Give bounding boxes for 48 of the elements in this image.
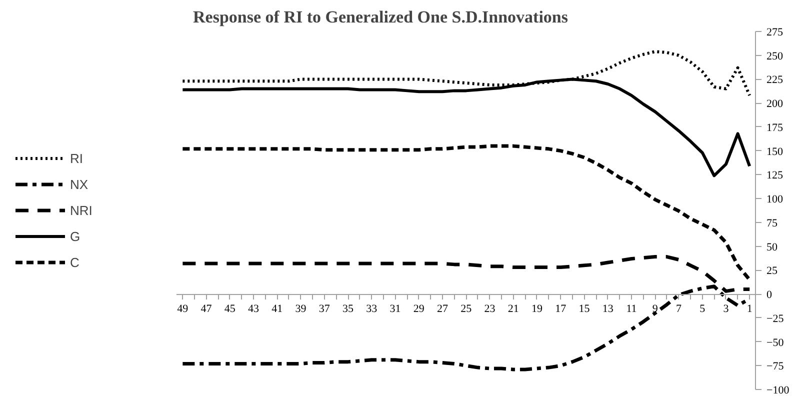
x-tick-label: 15 [578, 303, 590, 316]
x-tick-label: 9 [652, 303, 658, 316]
legend-label: NX [70, 176, 90, 192]
y-tick-label: 75 [766, 217, 778, 230]
y-tick-label: 200 [766, 98, 784, 110]
x-tick-label: 7 [676, 303, 682, 316]
y-tick-label: 225 [766, 74, 784, 86]
x-tick-label: 27 [437, 303, 449, 316]
x-tick-label: 43 [248, 303, 260, 316]
x-tick-label: 45 [224, 303, 236, 316]
y-tick-label: 250 [766, 50, 784, 62]
x-tick-label: 49 [177, 303, 189, 316]
x-tick-label: 13 [602, 303, 614, 316]
legend-label: NRI [70, 202, 92, 218]
y-tick-label: 0 [766, 289, 772, 302]
x-tick-label: 19 [531, 303, 543, 316]
x-tick-label: 33 [366, 303, 378, 316]
x-tick-label: 11 [626, 303, 637, 316]
x-tick-label: 17 [555, 303, 567, 316]
legend-label: C [70, 254, 80, 270]
y-tick-label: 175 [766, 122, 784, 134]
x-tick-label: 5 [700, 303, 706, 316]
x-tick-label: 29 [413, 303, 425, 316]
y-tick-label: 100 [766, 194, 784, 206]
x-tick-label: 3 [723, 303, 730, 316]
x-tick-label: 35 [342, 303, 354, 316]
y-tick-label: −25 [766, 312, 784, 325]
x-tick-label: 39 [295, 303, 307, 316]
y-tick-label: −75 [766, 360, 784, 373]
x-tick-label: 31 [390, 303, 401, 316]
y-tick-label: 275 [766, 26, 784, 38]
x-tick-label: 47 [200, 303, 212, 316]
legend-label: G [70, 228, 82, 244]
y-tick-label: 150 [766, 146, 784, 158]
chart-title: Response of RI to Generalized One S.D.Innovations [193, 8, 568, 26]
x-tick-label: 37 [318, 303, 330, 316]
x-tick-label: 41 [272, 303, 283, 316]
y-tick-label: −50 [766, 336, 784, 349]
x-tick-label: 21 [508, 303, 519, 316]
line-series [180, 144, 752, 282]
y-tick-label: 25 [766, 265, 778, 278]
legend-label: RI [70, 150, 84, 166]
y-tick-label: −100 [766, 384, 790, 396]
x-tick-label: 23 [484, 303, 496, 316]
x-tick-label: 1 [746, 303, 752, 316]
y-tick-label: 125 [766, 170, 784, 182]
y-tick-label: 50 [766, 241, 778, 254]
x-tick-label: 25 [460, 303, 472, 316]
